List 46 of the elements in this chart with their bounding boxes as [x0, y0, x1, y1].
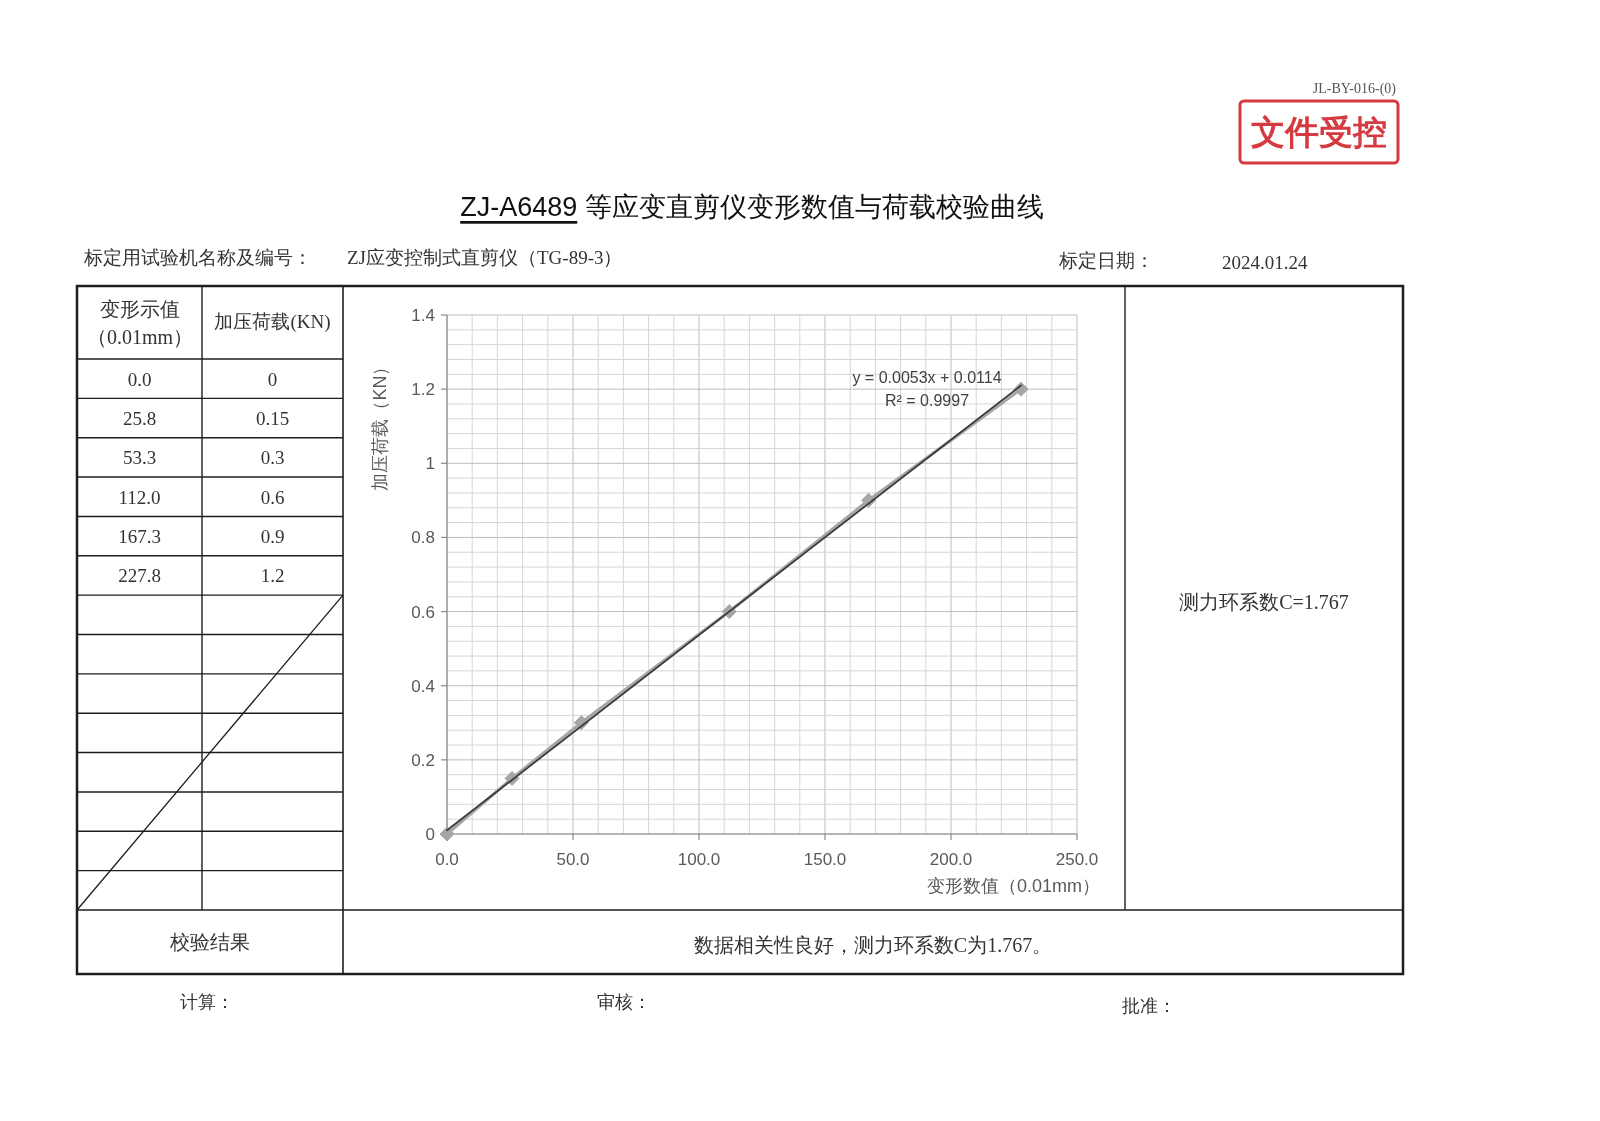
text: 变形示值（0.01mm） [87, 296, 194, 350]
text: 0.15 [255, 407, 290, 429]
text: ZJ应变控制式直剪仪（TG-89-3） [347, 246, 623, 268]
text: 25.8 [122, 407, 157, 429]
y-tick-label: 1.4 [411, 305, 435, 325]
text: 校验结果 [169, 931, 250, 953]
text: 数据相关性良好，测力环系数C为1.767。 [693, 934, 1053, 956]
text: 0.3 [260, 446, 285, 468]
x-tick-label: 150.0 [803, 849, 847, 869]
text: 加压荷载(KN) [214, 310, 331, 335]
annotation: R² = 0.9997 [884, 391, 970, 409]
y-tick-label: 0 [425, 824, 435, 844]
text: 2024.01.24 [1222, 251, 1308, 273]
y-tick-label: 0.6 [411, 602, 435, 622]
point [439, 826, 455, 842]
x-tick-label: 50.0 [556, 849, 590, 869]
text: 计算： [180, 992, 234, 1012]
text: 文件受控 [1251, 113, 1387, 151]
text: 批准： [1122, 996, 1176, 1016]
text: 测力环系数C=1.767 [1179, 591, 1349, 613]
text: 0.6 [260, 486, 285, 508]
text: 227.8 [118, 564, 161, 586]
x-tick-label: 250.0 [1055, 849, 1099, 869]
x-tick-label: 0.0 [435, 849, 459, 869]
x-tick-label: 100.0 [677, 849, 721, 869]
y-tick-label: 1.2 [411, 379, 435, 399]
x-tick-label: 200.0 [929, 849, 973, 869]
y-axis-title: 加压荷载（KN） [370, 357, 390, 491]
x-axis-title: 变形数值（0.01mm） [926, 876, 1100, 896]
y-tick-label: 0.2 [411, 750, 435, 770]
text: 167.3 [118, 525, 161, 547]
text: 0 [267, 368, 278, 390]
text: JL-BY-016-(0) [1312, 80, 1397, 97]
annotation: y = 0.0053x + 0.0114 [852, 368, 1002, 386]
text: 0.9 [260, 525, 285, 547]
text: 112.0 [118, 486, 161, 508]
text: 审核： [597, 992, 651, 1012]
y-tick-label: 1 [425, 453, 435, 473]
text: 1.2 [260, 564, 285, 586]
y-tick-label: 0.4 [411, 676, 435, 696]
text: 0.0 [127, 368, 152, 390]
text: 标定日期： [1058, 249, 1154, 271]
text: 53.3 [122, 446, 157, 468]
y-tick-label: 0.8 [411, 527, 435, 547]
chart-title: ZJ-A6489 等应变直剪仪变形数值与荷载校验曲线 [460, 192, 1044, 222]
text: 标定用试验机名称及编号： [83, 246, 312, 268]
